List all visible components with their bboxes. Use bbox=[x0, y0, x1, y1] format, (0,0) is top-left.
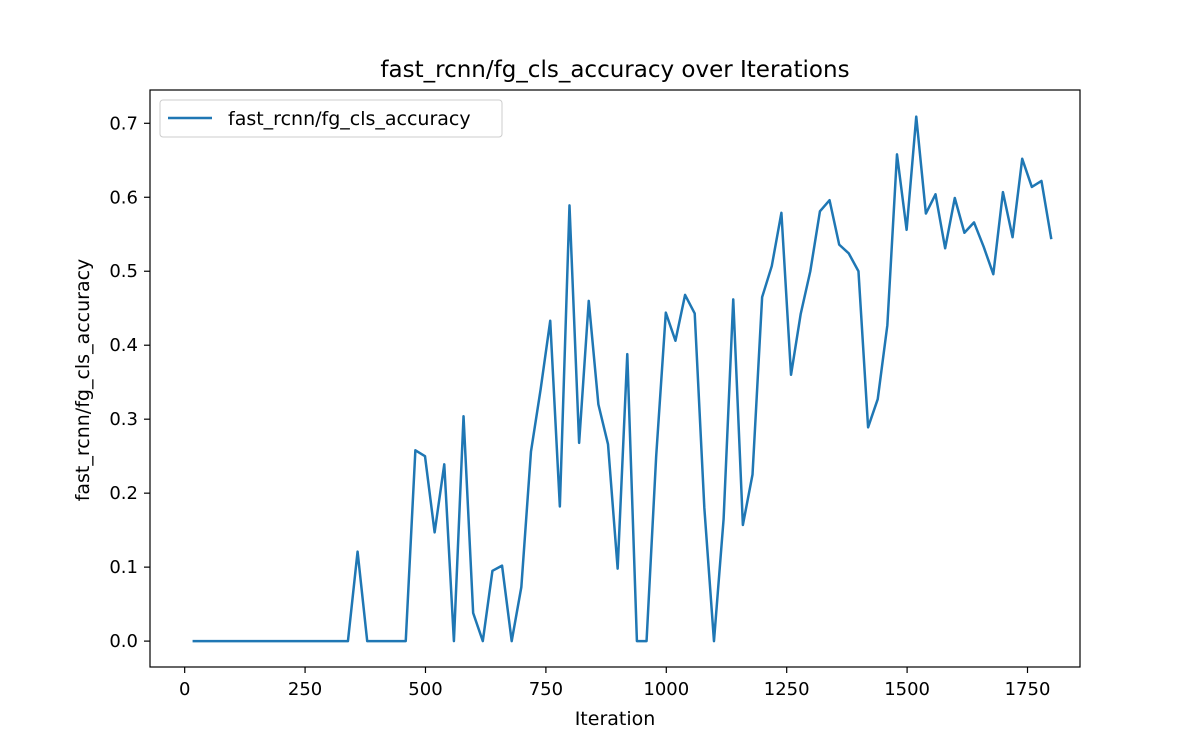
y-tick-label: 0.1 bbox=[109, 557, 138, 578]
y-tick-label: 0.0 bbox=[109, 631, 138, 652]
x-tick-label: 750 bbox=[529, 679, 563, 700]
y-tick-label: 0.6 bbox=[109, 187, 138, 208]
x-tick-label: 1250 bbox=[764, 679, 810, 700]
x-tick-label: 1750 bbox=[1005, 679, 1051, 700]
y-tick-label: 0.5 bbox=[109, 261, 138, 282]
series-line bbox=[192, 115, 1053, 643]
y-axis-label: fast_rcnn/fg_cls_accuracy bbox=[72, 259, 94, 502]
legend-label: fast_rcnn/fg_cls_accuracy bbox=[228, 108, 471, 130]
y-tick-label: 0.3 bbox=[109, 409, 138, 430]
legend: fast_rcnn/fg_cls_accuracy bbox=[159, 99, 503, 138]
x-tick-label: 1500 bbox=[884, 679, 930, 700]
y-tick-label: 0.2 bbox=[109, 483, 138, 504]
x-tick-label: 250 bbox=[288, 679, 322, 700]
x-tick-label: 500 bbox=[408, 679, 442, 700]
legend-box bbox=[159, 99, 503, 138]
x-tick-label: 1000 bbox=[643, 679, 689, 700]
chart-title: fast_rcnn/fg_cls_accuracy over Iteration… bbox=[380, 57, 849, 83]
y-tick-label: 0.7 bbox=[109, 113, 138, 134]
series-layer bbox=[192, 115, 1053, 643]
x-tick-label: 0 bbox=[179, 679, 190, 700]
y-tick-label: 0.4 bbox=[109, 335, 138, 356]
ticks-layer: 0 250 500 750 1000 1250 1500 1750 0.0 0.1 0.2 0.3 0.… bbox=[109, 113, 1050, 700]
plot-frame bbox=[149, 89, 1081, 668]
x-axis-label: Iteration bbox=[575, 708, 656, 730]
